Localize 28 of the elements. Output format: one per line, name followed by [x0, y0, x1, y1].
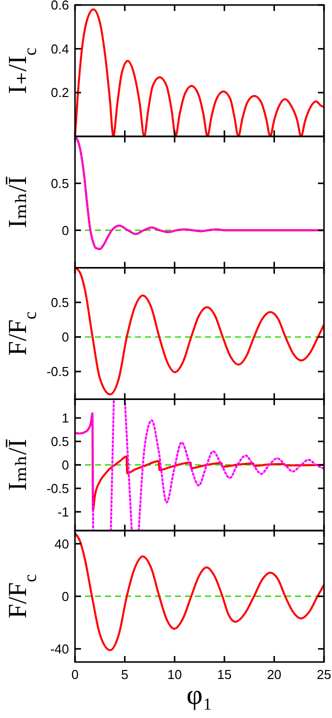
y-tick-label: -0.5 — [46, 480, 69, 496]
y-axis-title: Iₘₕ/Ī — [3, 438, 32, 491]
y-tick-label: 0 — [62, 457, 69, 472]
line-series — [75, 532, 324, 652]
y-tick-label: 0.5 — [50, 294, 69, 310]
x-tick-label: 10 — [167, 667, 182, 682]
line-series — [75, 412, 324, 512]
y-tick-label: 0 — [62, 588, 69, 604]
y-tick-label: 0.4 — [50, 41, 69, 56]
y-tick-label: 0 — [62, 222, 69, 238]
y-tick-label: -0.5 — [46, 364, 69, 380]
y-tick-label: 0.6 — [50, 0, 69, 13]
y-tick-label: 0.5 — [50, 434, 69, 449]
y-tick-label: 1 — [62, 410, 69, 426]
y-tick-label: -40 — [50, 641, 69, 656]
y-tick-label: -1 — [57, 504, 69, 520]
y-tick-label: 40 — [54, 536, 69, 552]
y-axis-title: Iₘₕ/Ī — [3, 176, 32, 228]
line-series — [75, 268, 324, 396]
x-tick-label: 20 — [266, 667, 282, 682]
y-tick-label: 0.2 — [50, 85, 69, 100]
x-tick-label: 0 — [71, 667, 79, 682]
x-tick-label: 5 — [121, 667, 128, 682]
x-axis-title: φ₁ — [186, 680, 212, 711]
x-tick-label: 15 — [217, 667, 232, 682]
x-tick-label: 25 — [316, 667, 332, 682]
y-tick-label: 0.5 — [50, 176, 69, 191]
y-tick-label: 0 — [62, 330, 69, 345]
